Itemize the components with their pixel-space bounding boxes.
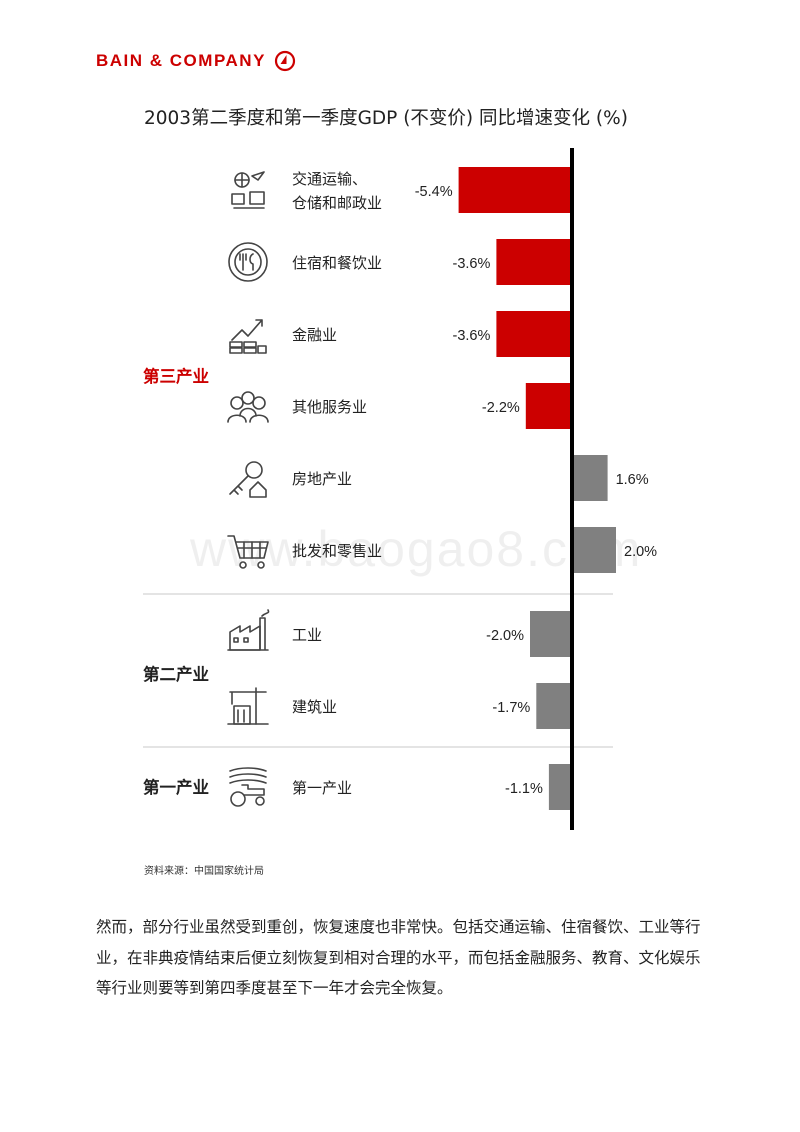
category-label: 交通运输、仓储和邮政业 <box>292 170 382 212</box>
value-label: 2.0% <box>624 544 657 560</box>
category-label: 第一产业 <box>292 779 352 797</box>
bar <box>530 611 572 657</box>
factory-icon <box>227 609 270 651</box>
value-label: -3.6% <box>453 328 491 344</box>
bar <box>496 311 572 357</box>
category-label: 批发和零售业 <box>292 542 382 560</box>
logo-mark-icon <box>274 50 296 72</box>
bar-chart: 第三产业 交通运输、仓储和邮政业 -5.4% 住宿和餐饮业 -3.6% 金融业 -3.6% 其… <box>143 148 657 830</box>
category-label: 住宿和餐饮业 <box>292 254 382 272</box>
dining-icon <box>228 242 268 282</box>
cart-icon <box>227 535 269 569</box>
logo-text: BAIN & COMPANY <box>96 51 266 70</box>
crane-icon <box>227 687 269 725</box>
category-label: 其他服务业 <box>292 398 367 416</box>
value-label: -5.4% <box>415 184 453 200</box>
group-label: 第二产业 <box>143 664 209 684</box>
value-label: -1.7% <box>492 700 530 716</box>
value-label: -1.1% <box>505 781 543 797</box>
category-label: 房地产业 <box>292 470 352 488</box>
people-icon <box>227 391 269 423</box>
bar <box>525 383 572 429</box>
house-key-icon <box>229 461 267 498</box>
watermark: www.baogao8.com <box>190 521 643 577</box>
bar <box>536 683 572 729</box>
value-label: -3.6% <box>453 256 491 272</box>
source-note: 资料来源：中国国家统计局 <box>144 866 264 877</box>
logistics-icon <box>231 171 265 209</box>
group-label: 第一产业 <box>143 777 209 797</box>
bar <box>548 764 572 810</box>
bar <box>458 167 572 213</box>
finance-icon <box>229 319 267 354</box>
bar <box>574 527 616 573</box>
body-paragraph: 然而，部分行业虽然受到重创，恢复速度也非常快。包括交通运输、住宿餐饮、工业等行业… <box>96 918 701 997</box>
tractor-icon <box>229 767 267 807</box>
category-label: 建筑业 <box>292 698 337 716</box>
value-label: -2.2% <box>482 400 520 416</box>
value-label: -2.0% <box>486 628 524 644</box>
category-label: 工业 <box>292 626 322 644</box>
bain-logo: BAIN & COMPANY <box>96 48 296 74</box>
chart-title: 2003第二季度和第一季度GDP (不变价) 同比增速变化 (%) <box>144 108 628 129</box>
value-label: 1.6% <box>616 472 649 488</box>
bar <box>574 455 608 501</box>
category-label: 金融业 <box>292 326 337 344</box>
bar <box>496 239 572 285</box>
group-label: 第三产业 <box>143 366 209 386</box>
